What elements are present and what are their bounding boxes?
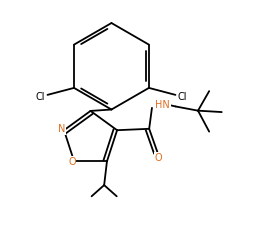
Text: N: N	[58, 124, 66, 134]
Text: HN: HN	[155, 99, 170, 110]
Text: Cl: Cl	[178, 92, 187, 102]
Text: Cl: Cl	[36, 92, 45, 102]
Text: O: O	[154, 153, 162, 163]
Text: O: O	[68, 157, 76, 167]
